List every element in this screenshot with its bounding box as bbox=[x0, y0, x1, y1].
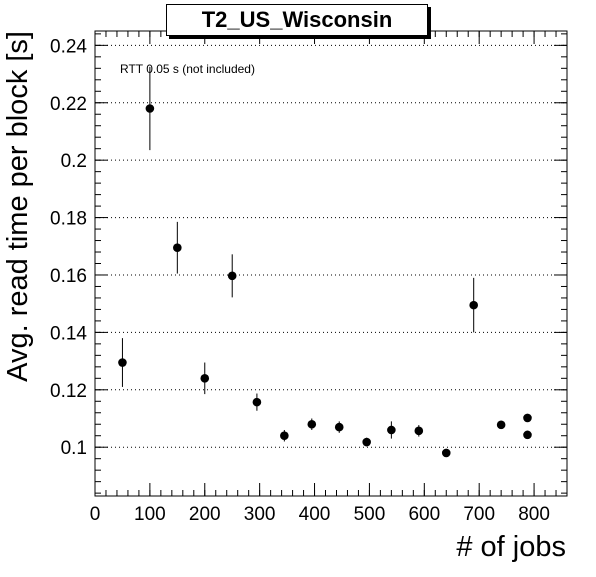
x-tick-label: 500 bbox=[354, 504, 386, 525]
data-point bbox=[387, 425, 396, 435]
data-point bbox=[200, 374, 210, 383]
x-tick-label: 0 bbox=[90, 504, 101, 525]
x-tick-label: 200 bbox=[189, 504, 221, 525]
data-point bbox=[414, 426, 424, 436]
data-point bbox=[173, 243, 182, 253]
data-point bbox=[523, 430, 532, 440]
y-tick-label: 0.18 bbox=[50, 209, 87, 230]
data-point bbox=[280, 431, 289, 441]
x-tick-label: 700 bbox=[463, 504, 495, 525]
x-axis-label: # of jobs bbox=[456, 531, 566, 563]
y-tick-label: 0.16 bbox=[50, 266, 87, 287]
data-point bbox=[334, 422, 344, 432]
y-axis-label: Avg. read time per block [s] bbox=[2, 31, 34, 382]
data-point bbox=[496, 420, 506, 430]
chart-title: T2_US_Wisconsin bbox=[166, 4, 428, 36]
x-tick-label: 100 bbox=[134, 504, 166, 525]
data-point bbox=[145, 104, 155, 113]
y-tick-label: 0.1 bbox=[61, 438, 87, 459]
x-tick-label: 300 bbox=[244, 504, 276, 525]
data-point bbox=[252, 397, 262, 407]
data-point bbox=[227, 271, 237, 281]
x-tick-label: 400 bbox=[299, 504, 331, 525]
data-point bbox=[118, 358, 127, 367]
annotation-text: RTT 0.05 s (not included) bbox=[120, 62, 255, 76]
plot-frame bbox=[94, 30, 568, 497]
grid-layer bbox=[95, 44, 567, 448]
y-tick-label: 0.14 bbox=[50, 323, 87, 344]
data-point bbox=[523, 413, 532, 423]
y-tick-label: 0.24 bbox=[50, 36, 87, 57]
data-point bbox=[362, 437, 371, 447]
x-tick-label: 600 bbox=[408, 504, 440, 525]
tick-layer bbox=[94, 31, 568, 496]
x-tick-label: 800 bbox=[518, 504, 550, 525]
y-tick-label: 0.22 bbox=[50, 94, 87, 115]
y-tick-label: 0.12 bbox=[50, 381, 87, 402]
data-point-layer bbox=[118, 66, 532, 458]
data-point bbox=[441, 448, 451, 458]
data-point bbox=[469, 300, 478, 310]
data-point bbox=[307, 419, 317, 429]
y-tick-label: 0.2 bbox=[61, 151, 87, 172]
tick-label-layer: 0.1 0.12 0.14 0.16 0.18 0.2 0.22 0.24 0 100 200 300… bbox=[50, 36, 550, 525]
